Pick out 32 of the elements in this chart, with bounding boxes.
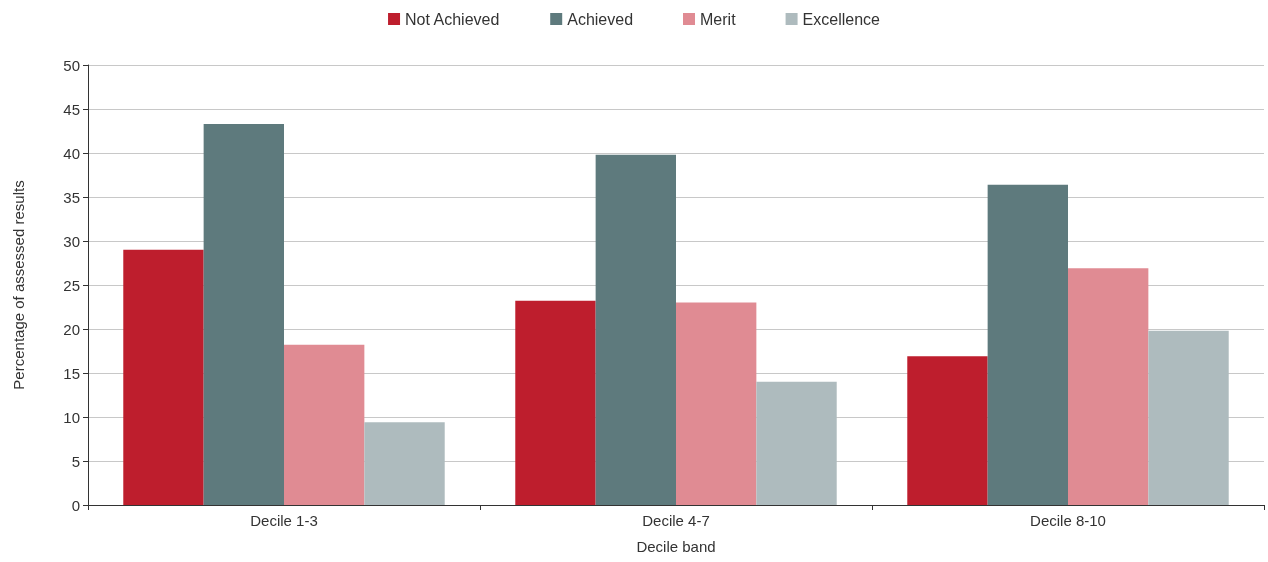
bar: [1148, 330, 1229, 505]
y-tick-label: 40: [63, 144, 80, 162]
bar: [987, 184, 1068, 505]
y-tick-label: 45: [63, 100, 80, 118]
legend-label: Merit: [700, 10, 737, 28]
bar: [284, 344, 365, 505]
y-tick-label: 0: [71, 496, 80, 514]
legend-label: Excellence: [802, 10, 881, 28]
bar: [676, 302, 757, 505]
bar: [1068, 268, 1149, 505]
bar: [515, 300, 596, 505]
y-tick-label: 5: [71, 452, 80, 470]
bar: [123, 249, 204, 505]
x-tick-label: Decile 4-7: [642, 512, 710, 529]
y-tick-label: 10: [63, 408, 80, 426]
x-tick-label: Decile 8-10: [1030, 512, 1106, 529]
legend-label: Not Achieved: [405, 10, 500, 28]
y-tick-label: 50: [63, 56, 80, 74]
y-tick-label: 15: [63, 364, 80, 382]
y-tick-label: 20: [63, 320, 80, 338]
x-axis-title: Decile band: [636, 538, 716, 555]
y-axis-title: Percentage of assessed results: [10, 180, 27, 390]
y-tick-label: 35: [63, 188, 80, 206]
legend-label: Achieved: [567, 10, 634, 28]
y-tick-label: 30: [63, 232, 80, 250]
bar: [756, 381, 837, 505]
y-tick-label: 25: [63, 276, 80, 294]
bar: [595, 154, 676, 505]
bar: [203, 123, 284, 505]
bar: [907, 356, 988, 505]
bar: [364, 422, 445, 505]
x-tick-label: Decile 1-3: [250, 512, 318, 529]
